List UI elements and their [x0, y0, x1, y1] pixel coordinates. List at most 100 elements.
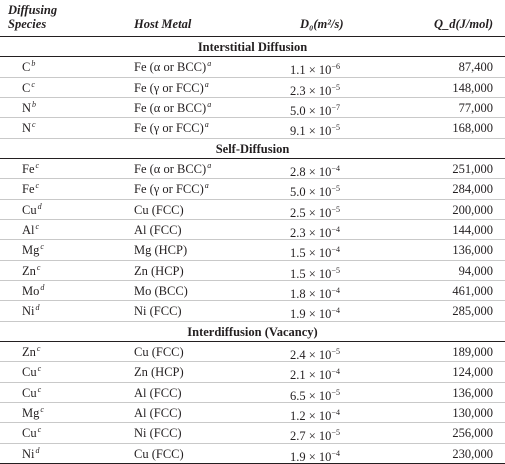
diffusing-species-cell: Znc — [22, 344, 40, 359]
d0-exponent: −5 — [331, 123, 340, 133]
footnote-marker: c — [40, 242, 44, 252]
d0-cell: 6.5 × 10−5 — [290, 386, 340, 403]
host-text: Fe (γ or FCC) — [134, 182, 204, 197]
species-symbol: N — [22, 121, 32, 136]
table-row: Fec Fe (α or BCC)a 2.8 × 10−4 251,000 — [0, 159, 505, 180]
host-text: Mg (HCP) — [134, 243, 188, 258]
host-metal-cell: Fe (α or BCC)a — [134, 100, 211, 115]
section-row: Self-Diffusion — [0, 139, 505, 159]
species-symbol: Fe — [22, 182, 35, 197]
species-symbol: Cu — [22, 365, 37, 380]
activation-energy-cell: 284,000 — [452, 182, 493, 197]
d0-cell: 2.1 × 10−4 — [290, 365, 340, 382]
d0-exponent: −4 — [331, 448, 340, 458]
d0-mantissa: 2.4 × 10 — [290, 347, 332, 362]
header-d0: D₀(m²/s) — [300, 17, 344, 31]
d0-cell: 9.1 × 10−5 — [290, 121, 340, 138]
host-metal-cell: Fe (α or BCC)a — [134, 59, 212, 75]
host-metal-cell: Cu (FCC) — [134, 447, 184, 461]
footnote-marker: b — [31, 59, 36, 69]
activation-energy-cell: 144,000 — [452, 222, 493, 237]
diffusing-species-cell: Nb — [22, 99, 37, 115]
species-symbol: Zn — [22, 344, 36, 359]
header-host-metal: Host Metal — [134, 17, 192, 31]
host-text: Al (FCC) — [134, 385, 182, 400]
d0-cell: 2.4 × 10−5 — [290, 345, 340, 362]
section-row: Interdiffusion (Vacancy) — [0, 322, 505, 342]
d0-exponent: −5 — [331, 346, 340, 356]
host-metal-cell: Al (FCC) — [134, 406, 182, 420]
diffusing-species-cell: Cud — [22, 201, 42, 217]
d0-mantissa: 2.3 × 10 — [290, 225, 332, 240]
species-symbol: Cu — [22, 426, 37, 441]
d0-cell: 1.5 × 10−5 — [290, 264, 340, 281]
footnote-marker: c — [37, 384, 42, 394]
species-symbol: Mg — [22, 243, 40, 258]
activation-energy-cell: 94,000 — [458, 263, 493, 278]
footnote-marker: b — [32, 99, 37, 109]
host-metal-cell: Fe (α or BCC)a — [134, 160, 212, 176]
d0-exponent: −4 — [331, 367, 340, 377]
table-row: Mgc Al (FCC) 1.2 × 10−4 130,000 — [0, 403, 505, 424]
d0-mantissa: 2.3 × 10 — [290, 83, 332, 98]
footnote-marker: a — [207, 59, 212, 69]
host-text: Cu (FCC) — [134, 446, 184, 461]
table-header: Diffusing Species Host Metal D₀(m²/s) Q_… — [0, 0, 505, 37]
table-row: Mod Mo (BCC) 1.8 × 10−4 461,000 — [0, 281, 505, 302]
diffusing-species-cell: Cuc — [22, 365, 41, 380]
host-text: Al (FCC) — [134, 405, 182, 420]
d0-exponent: −5 — [331, 387, 340, 397]
d0-cell: 2.8 × 10−4 — [290, 162, 340, 179]
d0-exponent: −5 — [331, 184, 340, 194]
species-symbol: Cu — [22, 202, 37, 217]
d0-mantissa: 1.9 × 10 — [290, 449, 332, 464]
d0-mantissa: 1.2 × 10 — [290, 408, 332, 423]
table-row: Fec Fe (γ or FCC)a 5.0 × 10−5 284,000 — [0, 179, 505, 200]
d0-cell: 1.9 × 10−4 — [290, 447, 340, 464]
host-text: Fe (γ or FCC) — [134, 80, 204, 95]
footnote-marker: d — [35, 445, 40, 455]
table-row: Nc Fe (γ or FCC)a 9.1 × 10−5 168,000 — [0, 118, 505, 139]
table-row: Cud Cu (FCC) 2.5 × 10−5 200,000 — [0, 200, 505, 220]
diffusing-species-cell: Mgc — [22, 242, 44, 258]
host-metal-cell: Fe (γ or FCC)a — [134, 121, 209, 136]
table-row: Cuc Ni (FCC) 2.7 × 10−5 256,000 — [0, 423, 505, 444]
footnote-marker: a — [204, 79, 209, 89]
footnote-marker: a — [207, 160, 212, 170]
diffusing-species-cell: Mgc — [22, 405, 44, 420]
host-metal-cell: Al (FCC) — [134, 223, 182, 237]
diffusing-species-cell: Nid — [22, 303, 40, 319]
section-row: Interstitial Diffusion — [0, 37, 505, 58]
header-species-line2: Species — [8, 17, 47, 31]
d0-mantissa: 9.1 × 10 — [290, 124, 332, 139]
diffusing-species-cell: Nid — [22, 445, 40, 461]
diffusing-species-cell: Cuc — [22, 426, 41, 441]
activation-energy-cell: 251,000 — [452, 161, 493, 176]
table-row: Cb Fe (α or BCC)a 1.1 × 10−6 87,400 — [0, 57, 505, 78]
d0-exponent: −4 — [331, 306, 340, 316]
d0-exponent: −4 — [331, 285, 340, 295]
host-text: Ni (FCC) — [134, 304, 182, 319]
host-metal-cell: Zn (HCP) — [134, 264, 184, 278]
d0-exponent: −5 — [331, 82, 340, 92]
d0-mantissa: 5.0 × 10 — [290, 185, 332, 200]
d0-cell: 1.2 × 10−4 — [290, 406, 340, 423]
host-metal-cell: Zn (HCP) — [134, 365, 184, 379]
host-metal-cell: Fe (γ or FCC)a — [134, 182, 209, 197]
species-symbol: Ni — [22, 446, 35, 461]
species-symbol: Cu — [22, 385, 37, 400]
host-text: Mo (BCC) — [134, 283, 188, 298]
d0-mantissa: 1.5 × 10 — [290, 266, 332, 281]
activation-energy-cell: 136,000 — [452, 385, 493, 400]
host-text: Cu (FCC) — [134, 202, 184, 217]
host-text: Zn (HCP) — [134, 365, 184, 380]
host-metal-cell: Al (FCC) — [134, 386, 182, 400]
footnote-marker: d — [37, 201, 42, 211]
host-text: Zn (HCP) — [134, 263, 184, 278]
diffusing-species-cell: Cb — [22, 59, 36, 75]
table-row: Znc Cu (FCC) 2.4 × 10−5 189,000 — [0, 342, 505, 363]
d0-mantissa: 1.8 × 10 — [290, 286, 332, 301]
footnote-marker: d — [35, 303, 40, 313]
d0-cell: 5.0 × 10−5 — [290, 182, 340, 199]
